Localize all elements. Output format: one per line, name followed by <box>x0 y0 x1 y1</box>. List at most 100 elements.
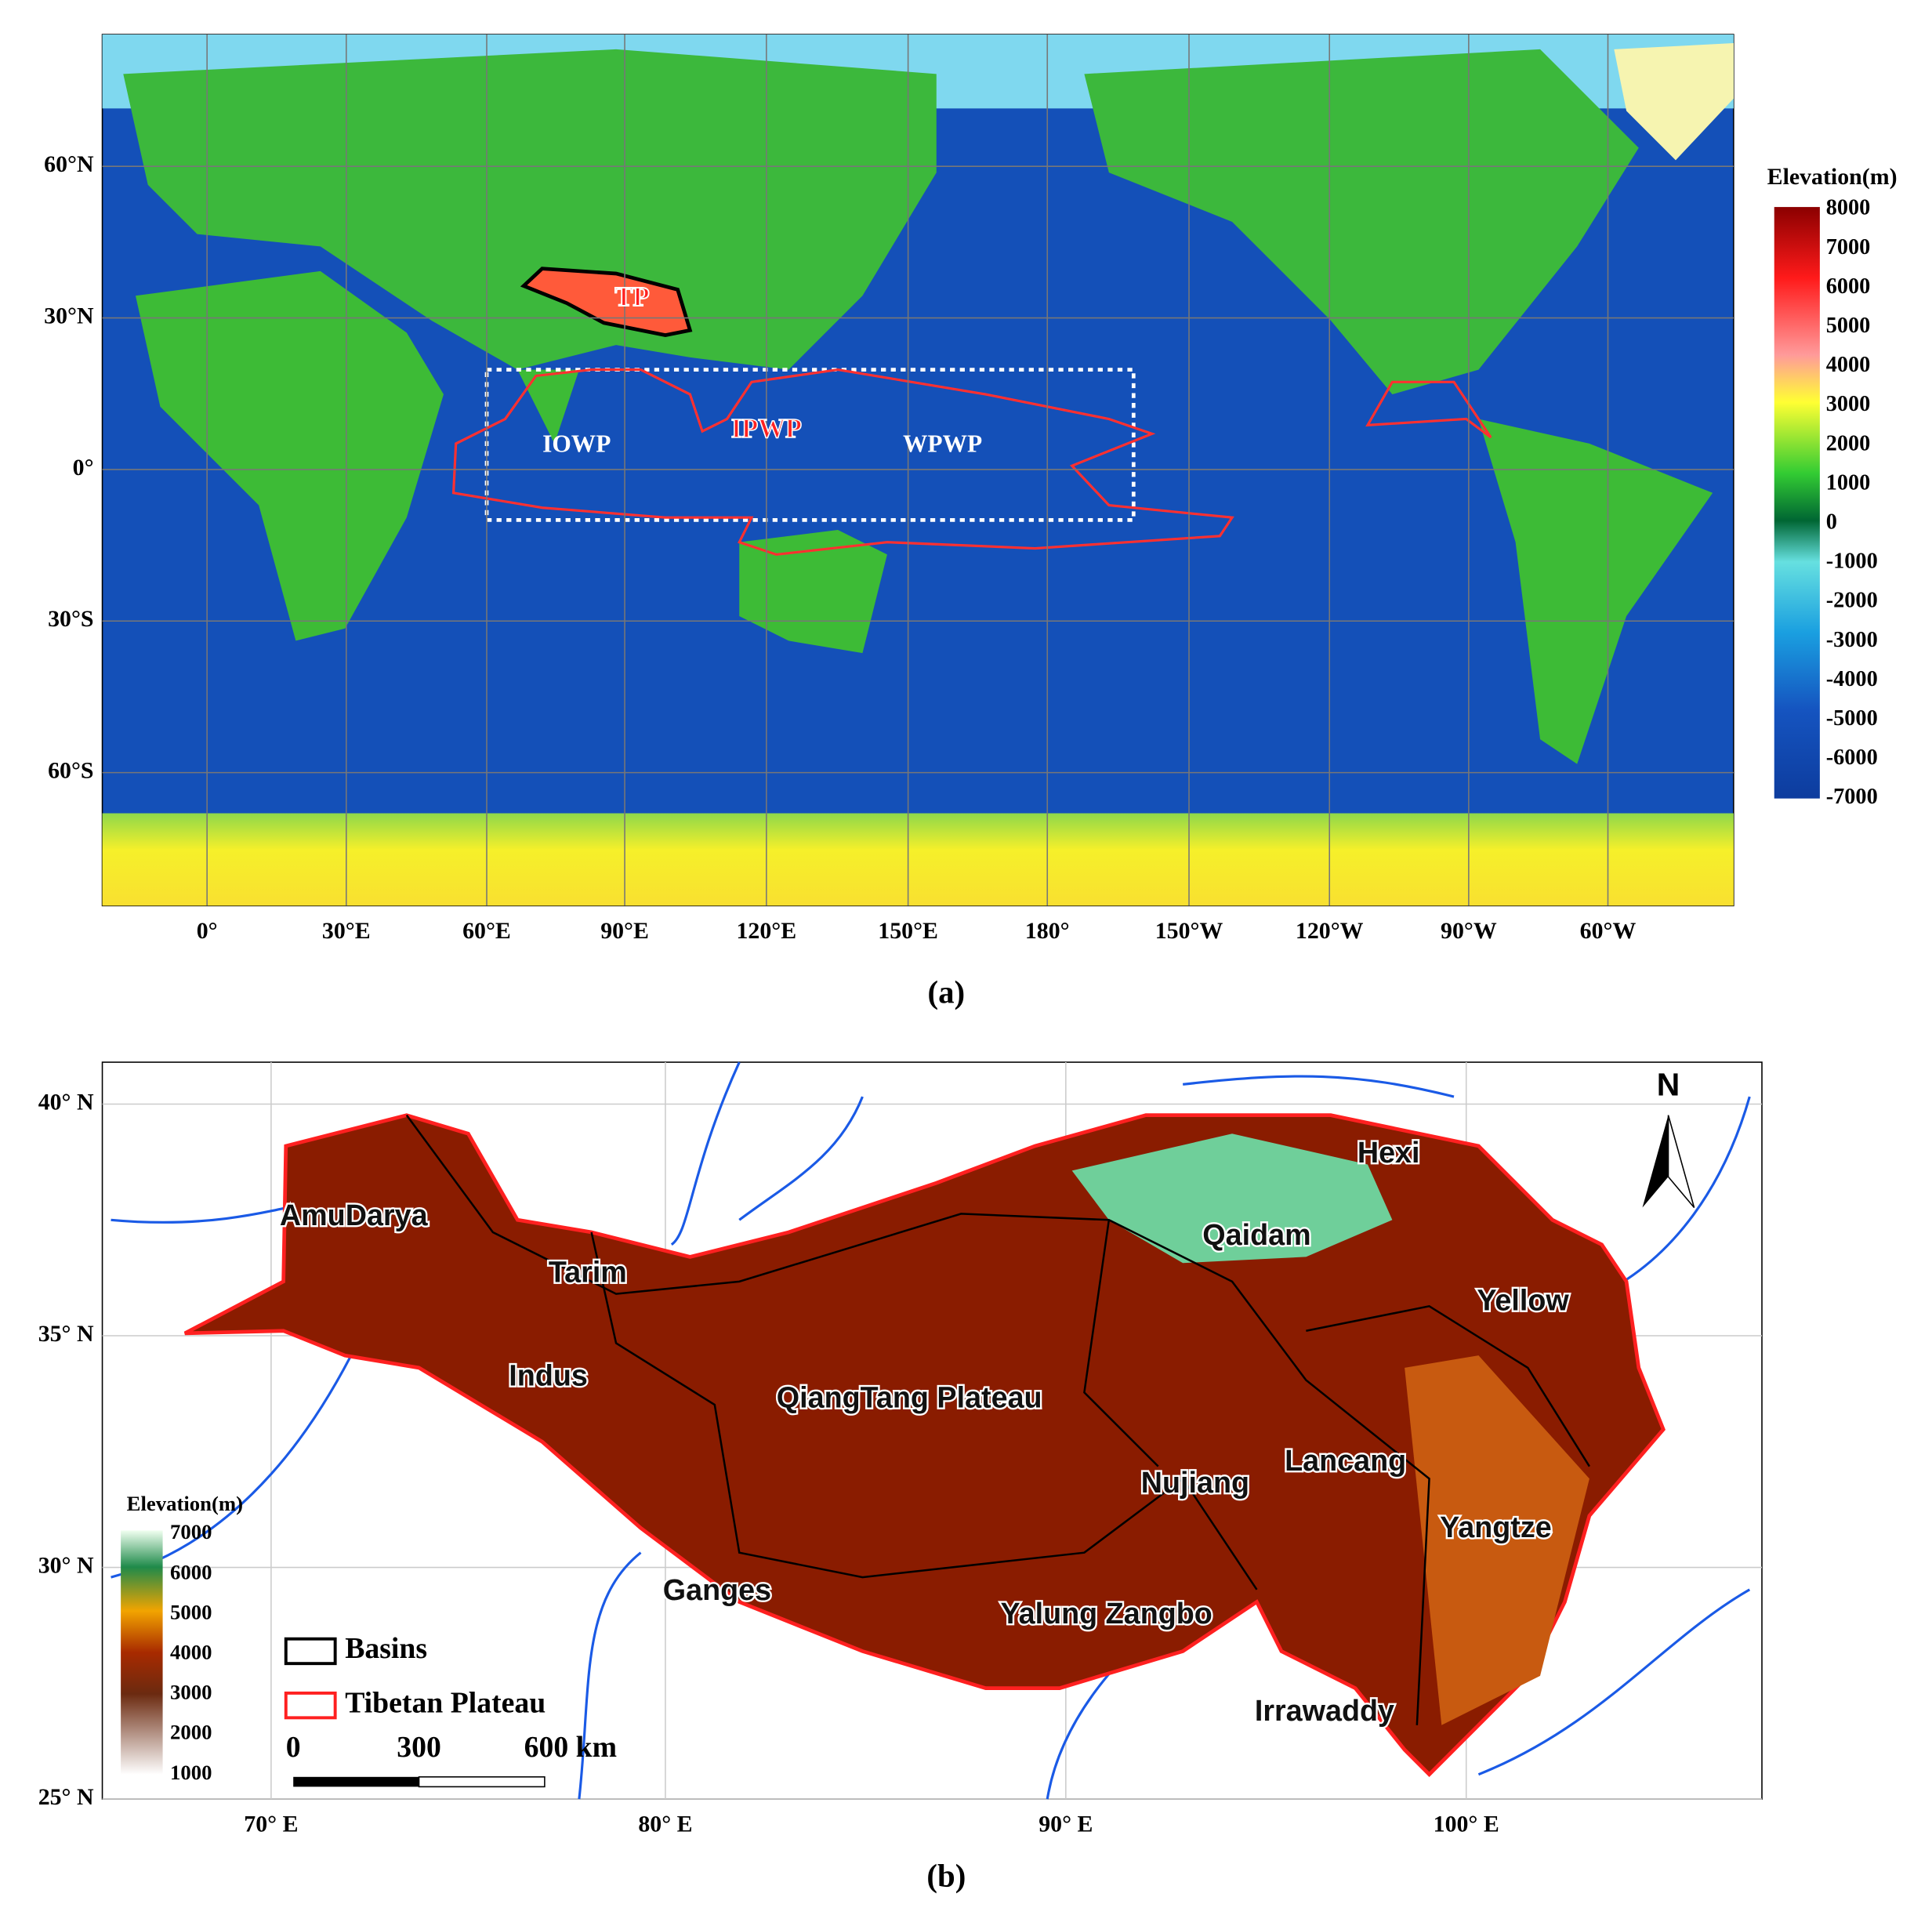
panel-b: N AmuDarya Tarim Indus QiangTang Plateau Qai… <box>101 1061 1763 1894</box>
lon-label: 90°E <box>600 918 649 944</box>
scale-label: 300 <box>397 1731 441 1764</box>
basin-label: QiangTang Plateau <box>777 1381 1042 1414</box>
basin-label: AmuDarya <box>280 1199 429 1231</box>
lat-label: 60°S <box>48 757 93 783</box>
qaidam-basin <box>1071 1133 1393 1264</box>
legend-swatch <box>284 1691 337 1720</box>
basin-label: Irrawaddy <box>1255 1694 1394 1727</box>
warm-pool-outline <box>451 368 1492 556</box>
eastern-slopes <box>1405 1355 1589 1725</box>
legend-tick-label: -5000 <box>1826 706 1878 731</box>
legend-tick-label: -1000 <box>1826 550 1878 574</box>
north-label: N <box>1657 1066 1680 1102</box>
legend-tick-label: 5000 <box>1826 314 1871 338</box>
legend-tick-label: 2000 <box>1826 431 1871 455</box>
legend-tick-label: -6000 <box>1826 745 1878 770</box>
basin-label: Yangtze <box>1440 1511 1552 1543</box>
scale-label: 0 <box>286 1731 301 1764</box>
lat-label: 25° N <box>38 1784 94 1810</box>
lon-label: 80° E <box>638 1812 692 1837</box>
basin-label: Qaidam <box>1202 1218 1310 1251</box>
legend-tick-label: 6000 <box>1826 274 1871 299</box>
south-america <box>1478 419 1713 764</box>
legend-tick-label: 1000 <box>170 1761 212 1784</box>
legend-tick-label: -4000 <box>1826 667 1878 691</box>
lon-label: 90°W <box>1441 918 1497 944</box>
colorbar <box>121 1530 163 1775</box>
scale-bar <box>418 1776 546 1788</box>
lat-label: 30°S <box>48 606 93 632</box>
legend-tick-label: 3000 <box>170 1681 212 1704</box>
legend-tick-label: 1000 <box>1826 470 1871 495</box>
lat-label: 30° N <box>38 1552 94 1578</box>
lon-label: 0° <box>197 918 218 944</box>
region-label: TP <box>614 282 649 312</box>
basin-label: Ganges <box>663 1573 771 1606</box>
basin-boundary <box>405 1114 1590 1725</box>
basin-label: Lancang <box>1285 1444 1406 1477</box>
legend-tick-label: 5000 <box>170 1600 212 1623</box>
basin-label: Yellow <box>1477 1284 1569 1317</box>
scale-bar <box>293 1776 419 1787</box>
region-label: IOWP <box>542 430 611 457</box>
greenland <box>1614 43 1734 161</box>
lon-label: 100° E <box>1434 1812 1499 1837</box>
basin-labels: AmuDarya Tarim Indus QiangTang Plateau Qaida… <box>278 1134 1571 1729</box>
legend-tick-label: 2000 <box>170 1721 212 1744</box>
legend-tick-label: 8000 <box>1826 196 1871 220</box>
legend-title: Elevation(m) <box>127 1492 243 1515</box>
north-arrow <box>1667 1115 1695 1209</box>
basin-label: Hexi <box>1357 1136 1420 1169</box>
north-america <box>1084 49 1639 395</box>
legend-tick-label: 0 <box>1826 510 1837 534</box>
caption: (a) <box>928 975 966 1010</box>
lon-label: 60°E <box>462 918 511 944</box>
scale-label: 600 km <box>524 1731 617 1764</box>
lon-label: 120°W <box>1296 918 1364 944</box>
graticule <box>102 34 1734 906</box>
lat-label: 0° <box>73 455 94 481</box>
lon-label: 150°E <box>878 918 938 944</box>
lon-label: 70° E <box>244 1812 298 1837</box>
panel-a: TP IOWP IPWP WPWP Elevation(m) (a) <box>101 34 1898 1010</box>
legend-tick-label: 7000 <box>170 1520 212 1543</box>
lon-label: 60°W <box>1580 918 1637 944</box>
legend-tick-label: 6000 <box>170 1560 212 1583</box>
legend-tick-label: -7000 <box>1826 785 1878 809</box>
lat-label: 60°N <box>44 151 94 177</box>
basin-label: Tarim <box>549 1255 627 1288</box>
legend-tick-label: 3000 <box>1826 392 1871 416</box>
region-label: WPWP <box>903 430 982 457</box>
basin-label: Yalung Zangbo <box>1001 1597 1212 1630</box>
legend-tick-label: 4000 <box>1826 353 1871 377</box>
legend-tick-label: -2000 <box>1826 589 1878 613</box>
legend-label: Tibetan Plateau <box>345 1686 546 1719</box>
lat-label: 40° N <box>38 1089 94 1115</box>
basin-label: Indus <box>509 1358 588 1391</box>
lon-label: 150°W <box>1155 918 1223 944</box>
colorbar <box>1774 207 1820 799</box>
legend-swatch <box>284 1637 337 1666</box>
antarctica <box>102 813 1734 906</box>
legend-label: Basins <box>345 1632 427 1665</box>
tibetan-plateau <box>183 1113 1666 1777</box>
lat-label: 35° N <box>38 1321 94 1347</box>
caption: (b) <box>926 1859 966 1894</box>
lon-label: 30°E <box>322 918 371 944</box>
lon-label: 120°E <box>737 918 797 944</box>
basin-label: Nujiang <box>1141 1466 1249 1499</box>
lon-label: 90° E <box>1038 1812 1093 1837</box>
eurasia <box>123 49 937 370</box>
india <box>517 369 579 444</box>
region-label: IPWP <box>731 414 802 444</box>
legend-tick-label: -3000 <box>1826 628 1878 652</box>
africa <box>135 270 444 641</box>
legend-tick-label: 4000 <box>170 1641 212 1664</box>
lon-label: 180° <box>1025 918 1070 944</box>
australia <box>739 529 887 654</box>
river <box>111 1061 1751 1800</box>
lat-label: 30°N <box>44 303 94 328</box>
legend-title: Elevation(m) <box>1767 164 1898 190</box>
